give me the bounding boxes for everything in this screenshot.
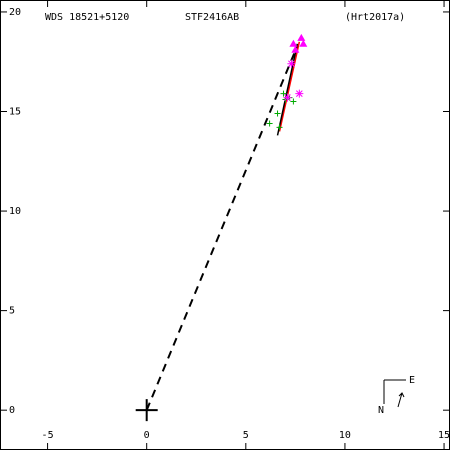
- compass-east: E: [409, 375, 415, 386]
- plus-point: [276, 124, 283, 131]
- triangle-point: [299, 39, 308, 47]
- compass: N E: [378, 375, 415, 416]
- asterisk-point: [295, 89, 304, 98]
- x-tick-label: 0: [144, 430, 150, 441]
- y-tick-label: 20: [9, 7, 21, 18]
- asterisk-point: [283, 93, 292, 102]
- reference: (Hrt2017a): [345, 12, 405, 23]
- asterisk-point: [287, 59, 296, 68]
- plus-point: [266, 120, 273, 127]
- plus-point: [274, 110, 281, 117]
- dashed-line: [145, 45, 299, 411]
- triangle-point: [291, 45, 300, 53]
- y-tick-label: 5: [9, 306, 15, 317]
- fit-line: [278, 41, 301, 132]
- plus-point: [290, 98, 297, 105]
- triangle-point: [289, 39, 298, 47]
- x-tick-label: -5: [42, 430, 54, 441]
- x-tick-label: 15: [438, 430, 450, 441]
- plus-point: [280, 90, 287, 97]
- x-tick-label: 10: [339, 430, 351, 441]
- y-tick-label: 15: [9, 107, 21, 118]
- chart-subtitle: STF2416AB: [185, 12, 239, 23]
- compass-arrow: [397, 392, 405, 408]
- x-tick-label: 5: [243, 430, 249, 441]
- y-tick-label: 0: [9, 405, 15, 416]
- compass-north: N: [378, 405, 384, 416]
- primary-star: [135, 399, 158, 422]
- y-tick-label: 10: [9, 206, 21, 217]
- chart-title: WDS 18521+5120: [45, 12, 129, 23]
- triangle-point: [297, 33, 306, 41]
- fit-line: [276, 43, 299, 136]
